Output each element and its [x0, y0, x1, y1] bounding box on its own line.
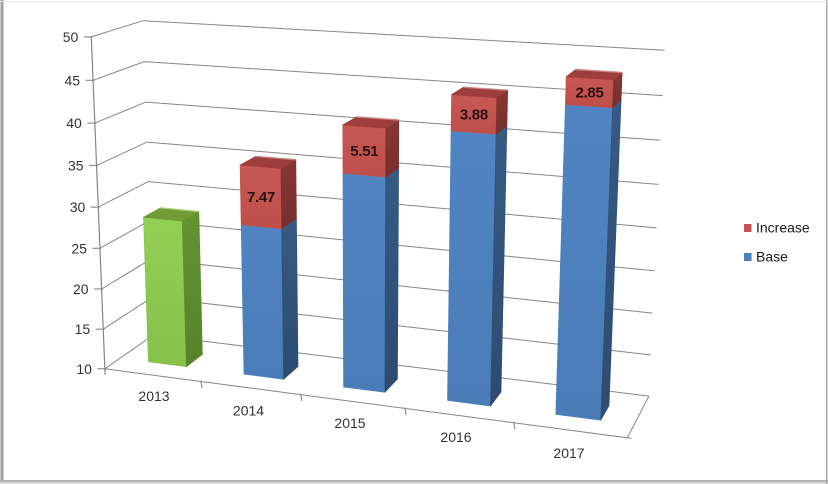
svg-text:Base: Base — [756, 249, 788, 265]
svg-text:50: 50 — [63, 29, 79, 45]
svg-text:2014: 2014 — [233, 403, 264, 419]
svg-text:2.85: 2.85 — [576, 85, 604, 102]
svg-text:2016: 2016 — [440, 429, 471, 445]
svg-text:30: 30 — [70, 199, 86, 215]
svg-text:2017: 2017 — [553, 445, 584, 461]
svg-text:25: 25 — [71, 240, 87, 256]
svg-text:Increase: Increase — [756, 220, 810, 236]
svg-text:5.51: 5.51 — [350, 143, 378, 160]
svg-text:20: 20 — [73, 281, 89, 297]
svg-text:10: 10 — [76, 361, 92, 377]
svg-text:7.47: 7.47 — [247, 189, 275, 206]
svg-text:2015: 2015 — [334, 415, 365, 431]
svg-text:3.88: 3.88 — [460, 107, 488, 124]
svg-text:2013: 2013 — [138, 388, 169, 404]
svg-text:45: 45 — [65, 72, 81, 88]
svg-text:35: 35 — [68, 157, 84, 173]
svg-text:40: 40 — [66, 115, 82, 131]
svg-text:15: 15 — [75, 321, 91, 337]
